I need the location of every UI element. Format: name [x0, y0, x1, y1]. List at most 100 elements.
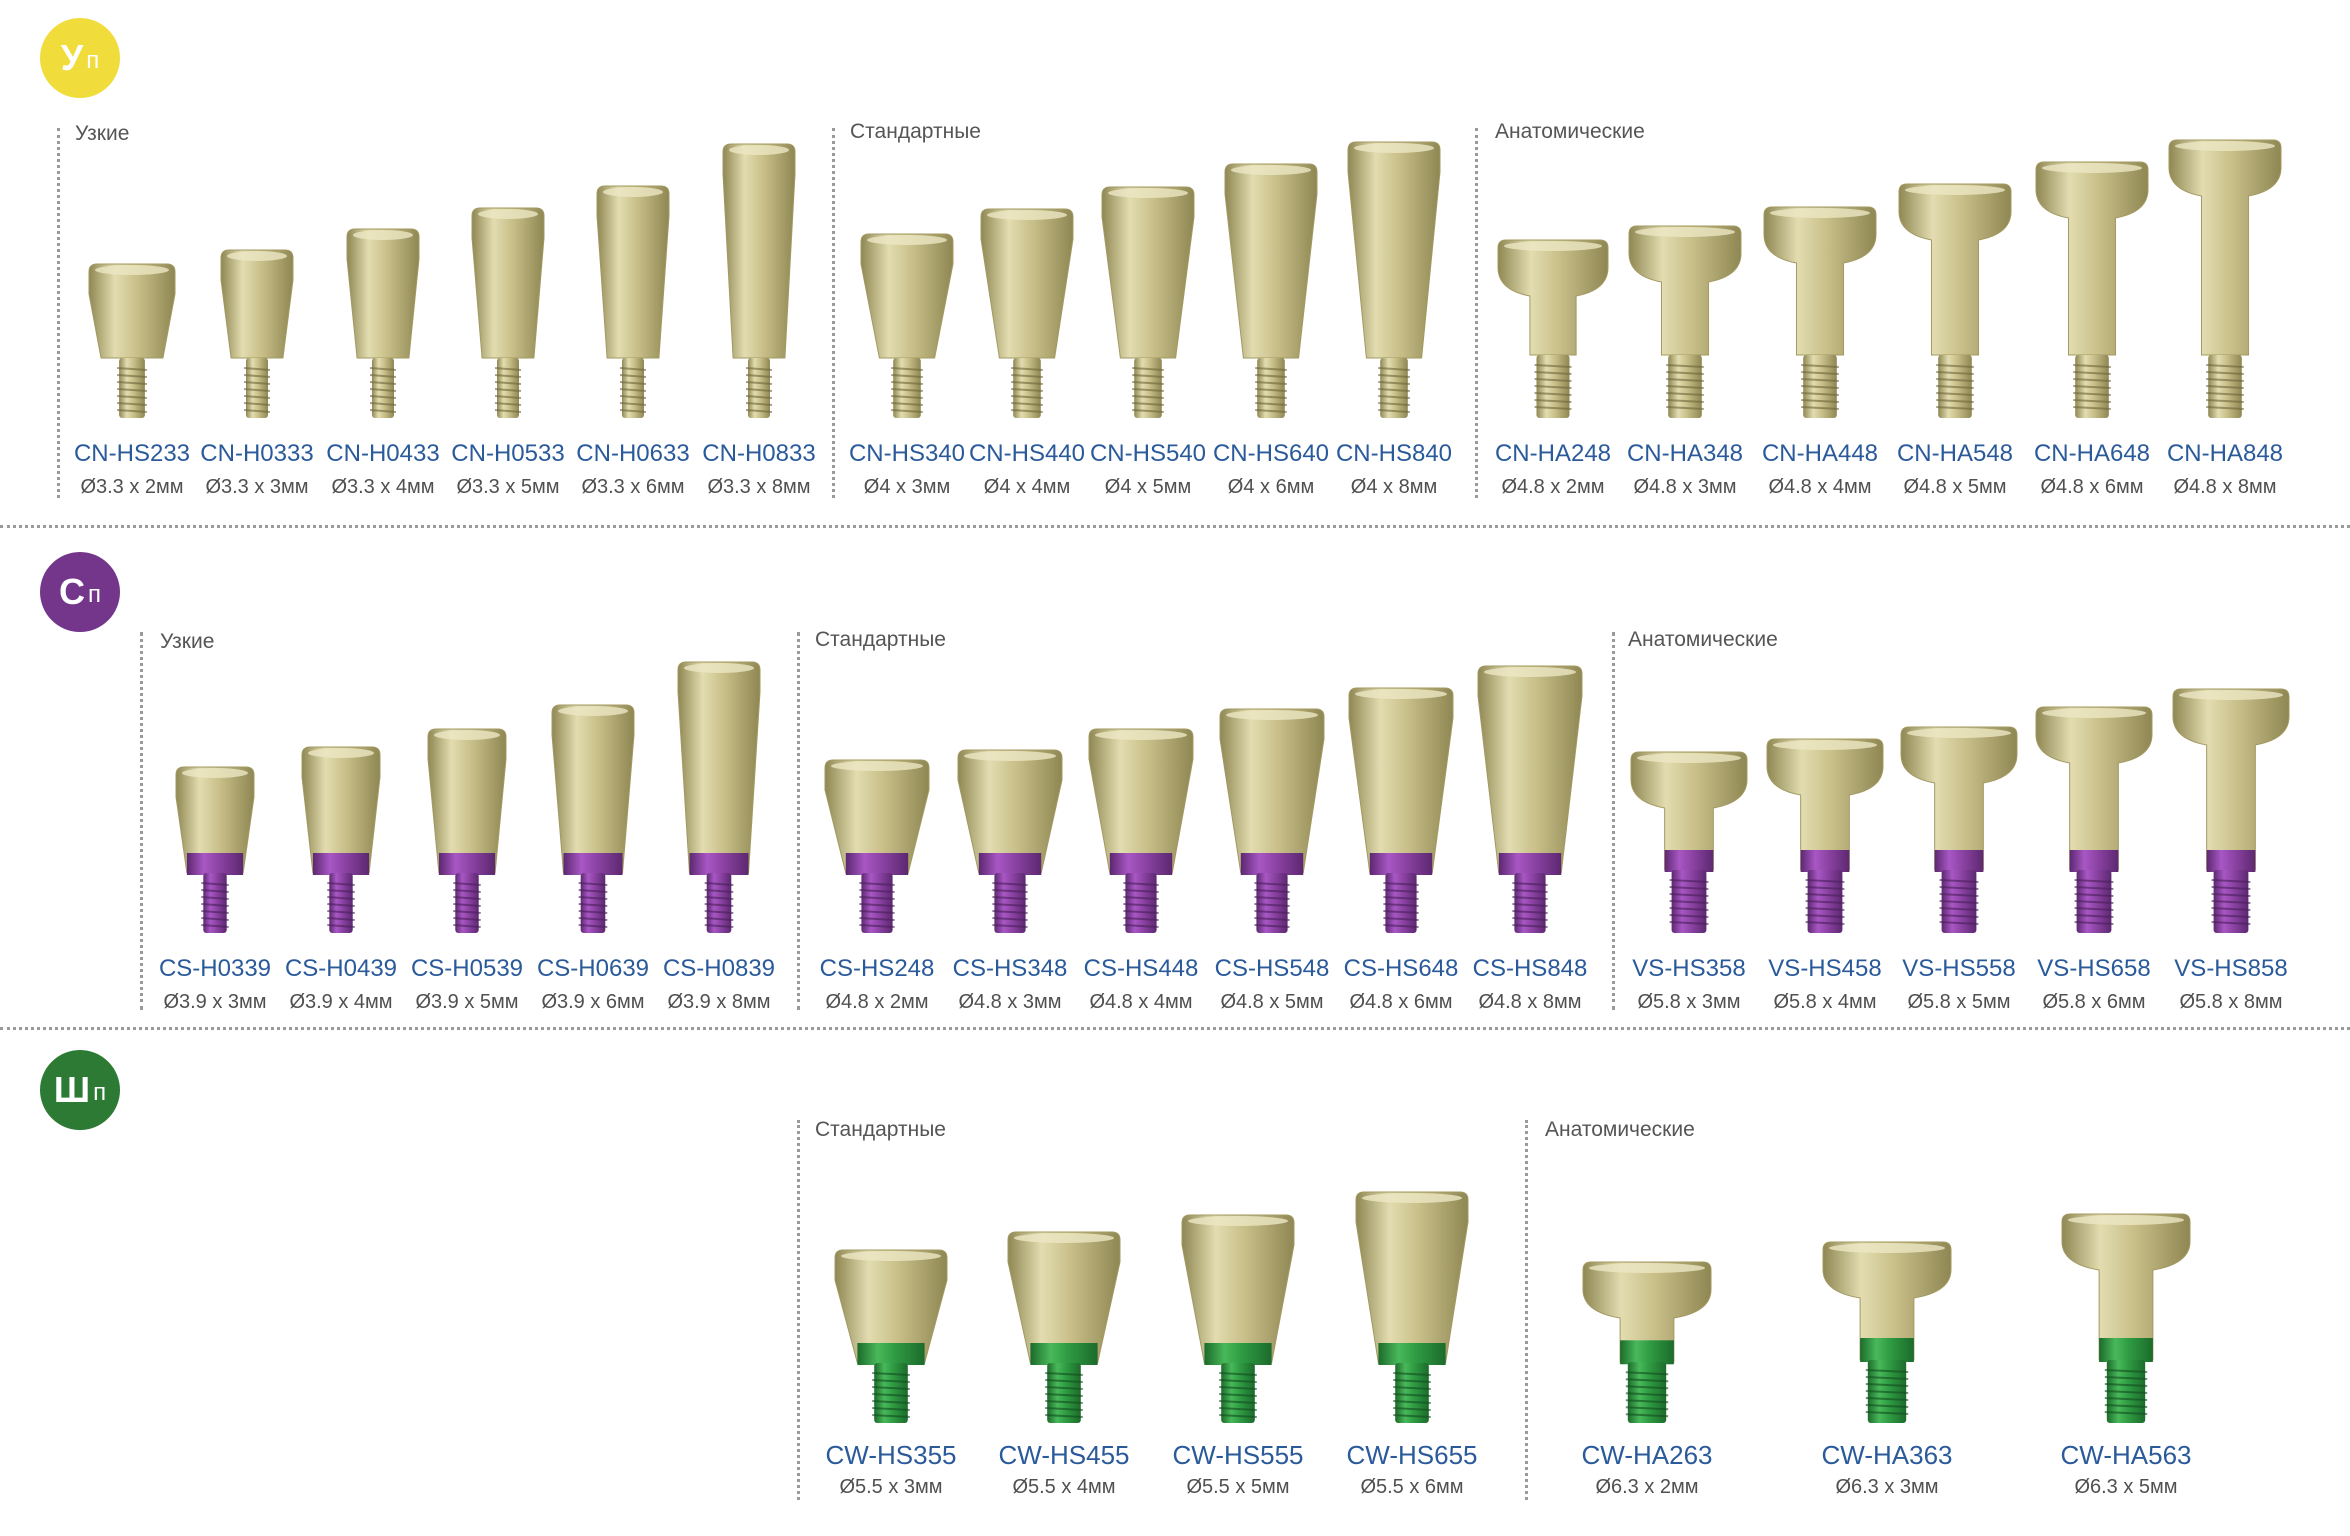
- abutment-thread: [1257, 358, 1285, 418]
- product-size: Ø4.8 x 2мм: [1501, 476, 1605, 498]
- thread-groove: [327, 896, 355, 900]
- abutment-thread: [1125, 873, 1157, 933]
- product-code: CW-HS655: [1346, 1440, 1478, 1470]
- abutment-thread: [1380, 358, 1408, 418]
- badge-sub-letter: п: [93, 1079, 107, 1106]
- thread-groove: [1219, 1414, 1257, 1418]
- abutment-cap: [1504, 241, 1602, 251]
- product-size: Ø5.5 x 6мм: [1360, 1476, 1464, 1498]
- thread-groove: [2206, 371, 2244, 375]
- abutment-cap: [1484, 667, 1576, 677]
- product-size: Ø4.8 x 6мм: [2040, 476, 2144, 498]
- healing-abutment-image: [1628, 225, 1742, 418]
- product-size: Ø5.8 x 5мм: [1907, 991, 2011, 1013]
- thread-groove: [494, 367, 522, 371]
- thread-groove: [1123, 917, 1159, 921]
- product-code: CN-H0433: [326, 440, 440, 467]
- product-size: Ø4 x 3мм: [863, 476, 951, 498]
- thread-groove: [1801, 392, 1839, 396]
- thread-groove: [117, 374, 147, 378]
- abutment-cap: [1014, 1233, 1114, 1243]
- thread-groove: [1666, 392, 1704, 396]
- healing-abutment-image: [301, 746, 381, 933]
- abutment-cap: [1095, 730, 1187, 740]
- thread-groove: [1865, 1383, 1909, 1387]
- product-size: Ø3.3 x 3мм: [205, 476, 309, 498]
- thread-groove: [1045, 1372, 1083, 1376]
- abutment-body: [722, 143, 796, 359]
- product-size: Ø6.3 x 2мм: [1595, 1476, 1699, 1498]
- thread-groove: [1669, 914, 1709, 918]
- product-code: CW-HA263: [1581, 1440, 1713, 1470]
- badge-sub-letter: п: [86, 47, 100, 74]
- product-size: Ø3.9 x 6мм: [541, 991, 645, 1013]
- badge-letter: Ш: [53, 1069, 91, 1110]
- healing-abutment-image: [2172, 688, 2290, 933]
- product-code: CN-HA648: [2033, 440, 2151, 467]
- abutment-collar: [1030, 1343, 1098, 1365]
- thread-groove: [1254, 924, 1290, 928]
- product-code: CN-HA448: [1761, 440, 1879, 467]
- thread-groove: [1383, 924, 1419, 928]
- product-size: Ø4.8 x 3мм: [1633, 476, 1737, 498]
- thread-groove: [1625, 1406, 1669, 1411]
- thread-groove: [619, 395, 647, 399]
- product-code: CS-H0639: [536, 955, 650, 982]
- thread-groove: [2104, 1411, 2148, 1415]
- thread-groove: [704, 924, 734, 928]
- healing-abutment-image: [1088, 728, 1194, 933]
- thread-groove: [1393, 1379, 1431, 1383]
- product-size: Ø5.8 x 3мм: [1637, 991, 1741, 1013]
- thread-groove: [2073, 406, 2111, 410]
- abutment-body: [1355, 1191, 1469, 1364]
- thread-groove: [1378, 388, 1410, 392]
- thread-groove: [578, 882, 608, 886]
- thread-groove: [243, 402, 271, 406]
- thread-groove: [1936, 371, 1974, 375]
- thread-groove: [619, 388, 647, 392]
- healing-abutment-image: [471, 207, 545, 418]
- abutment-cap: [867, 235, 947, 245]
- thread-groove: [1132, 381, 1164, 385]
- thread-groove: [619, 374, 647, 378]
- abutment-body: [2172, 688, 2290, 871]
- healing-abutment-image: [1101, 186, 1195, 418]
- abutment-thread: [455, 873, 479, 933]
- abutment-body: [551, 704, 635, 874]
- thread-groove: [1669, 907, 1709, 911]
- healing-abutment-image: [427, 728, 507, 933]
- abutment-thread: [1047, 1363, 1081, 1423]
- abutment-body: [677, 661, 761, 874]
- thread-groove: [2206, 364, 2244, 368]
- abutment-collar: [312, 853, 370, 875]
- thread-groove: [578, 889, 608, 893]
- thread-groove: [992, 924, 1028, 928]
- thread-groove: [578, 917, 608, 921]
- thread-groove: [992, 889, 1028, 893]
- abutment-thread: [861, 873, 893, 933]
- thread-groove: [704, 910, 734, 914]
- product-code: CN-H0333: [200, 440, 314, 467]
- thread-groove: [1666, 371, 1704, 375]
- thread-groove: [1534, 406, 1572, 410]
- product-code: CW-HS355: [825, 1440, 957, 1470]
- thread-groove: [1534, 399, 1572, 403]
- thread-groove: [578, 924, 608, 928]
- abutment-thread: [497, 358, 519, 418]
- group-divider: [0, 525, 2350, 528]
- thread-groove: [891, 402, 923, 406]
- abutment-thread: [874, 1363, 908, 1423]
- abutment-cap: [353, 230, 413, 240]
- abutment-collar: [2206, 850, 2256, 872]
- abutment-body: [1219, 708, 1325, 874]
- abutment-body: [1347, 141, 1441, 359]
- thread-groove: [1512, 917, 1548, 921]
- thread-groove: [453, 903, 481, 907]
- abutment-body: [860, 233, 954, 359]
- abutment-body: [1763, 206, 1877, 356]
- thread-groove: [745, 381, 773, 385]
- section-divider: [797, 632, 800, 1010]
- thread-groove: [1805, 900, 1845, 904]
- thread-groove: [859, 917, 895, 921]
- thread-groove: [453, 896, 481, 900]
